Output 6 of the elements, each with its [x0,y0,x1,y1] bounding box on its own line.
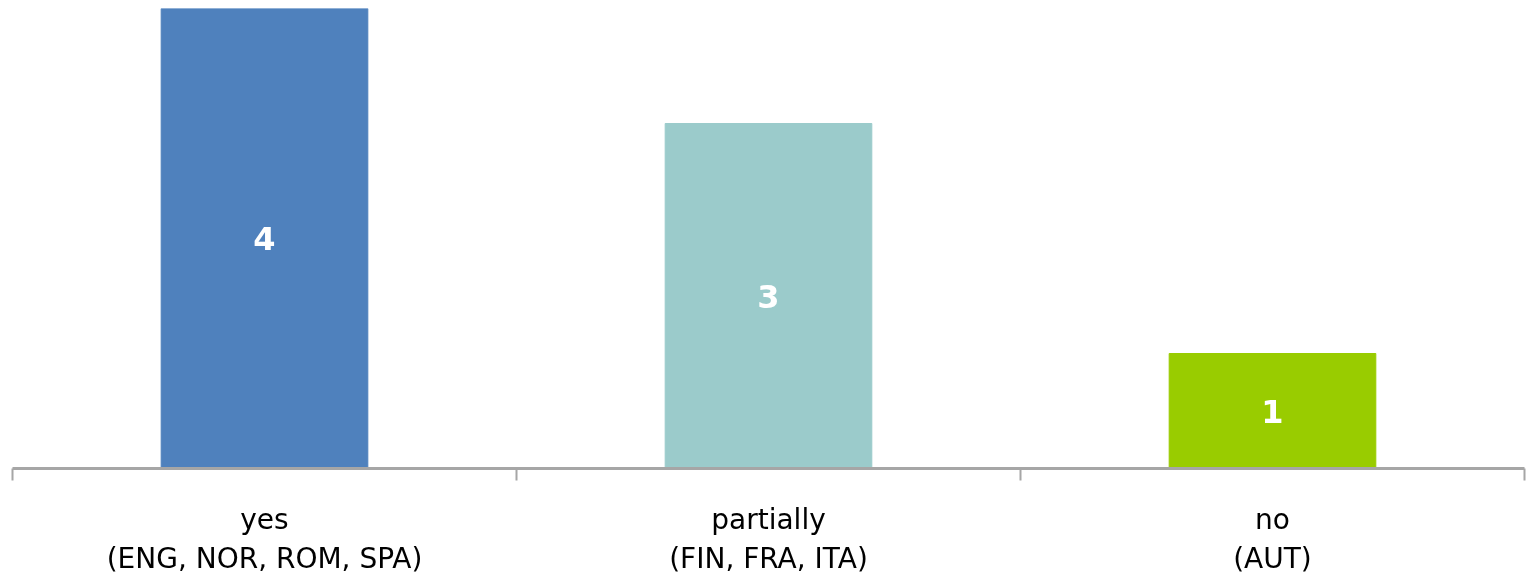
data-label: 3 [757,277,780,316]
x-tick-label: partially (FIN, FRA, ITA) [669,502,868,576]
x-tick-label: no (AUT) [1233,502,1312,576]
data-label: 1 [1261,392,1284,431]
x-tick-label: yes (ENG, NOR, ROM, SPA) [106,502,423,576]
data-label: 4 [253,220,276,258]
